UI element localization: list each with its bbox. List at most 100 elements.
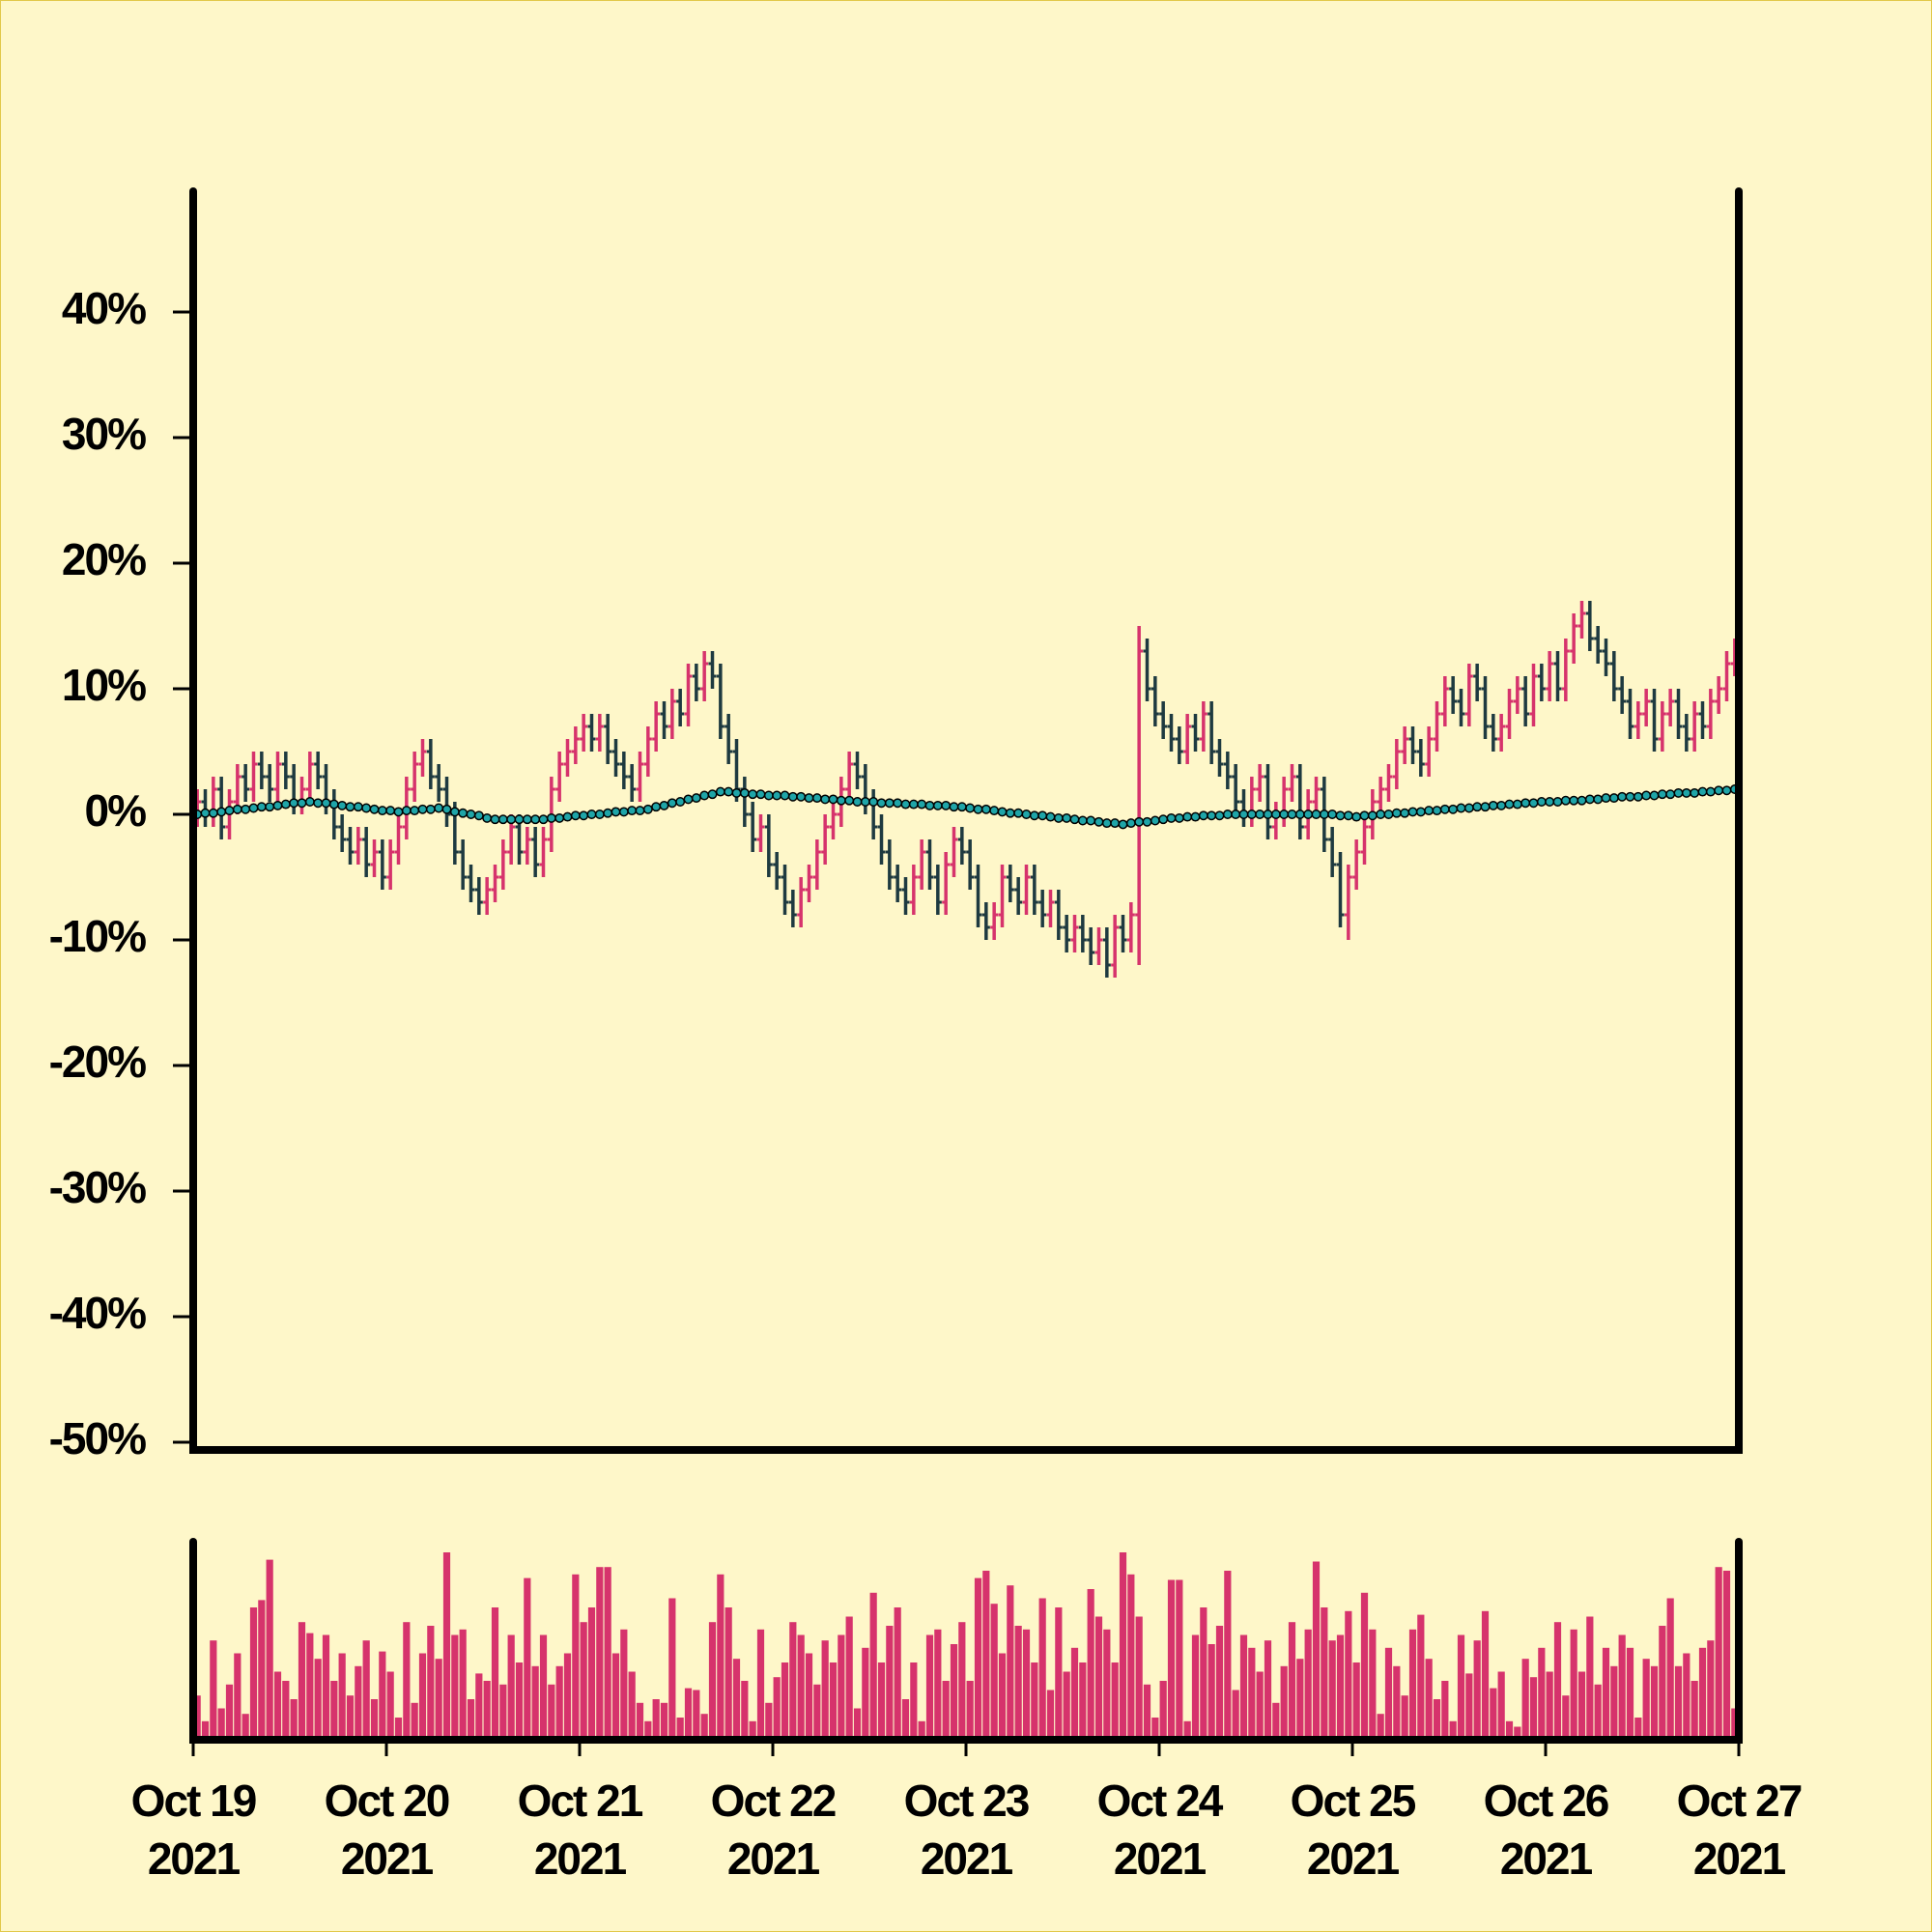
volume-bar: [1007, 1585, 1014, 1736]
moving-average-point: [917, 799, 927, 810]
volume-bar: [346, 1695, 355, 1736]
volume-bar: [693, 1690, 700, 1736]
moving-average-point: [1287, 810, 1297, 819]
volume-bar: [1296, 1659, 1304, 1736]
moving-average-point: [466, 810, 476, 819]
volume-bar: [1191, 1634, 1200, 1736]
volume-bar: [282, 1681, 290, 1736]
moving-average-point: [497, 814, 508, 825]
moving-average-point: [956, 802, 967, 812]
moving-average-point: [860, 797, 870, 807]
volume-bar: [1183, 1720, 1191, 1736]
moving-average-point: [1512, 799, 1522, 810]
volume-bar: [1384, 1647, 1393, 1736]
volume-bar: [1312, 1561, 1321, 1736]
y-tick-label: -10%: [49, 911, 146, 961]
moving-average-point: [635, 806, 645, 816]
volume-bar: [242, 1714, 249, 1736]
volume-bar: [435, 1659, 442, 1736]
moving-average-point: [1294, 810, 1305, 819]
volume-bar: [644, 1720, 652, 1736]
volume-bar: [1304, 1629, 1312, 1736]
volume-bar: [1232, 1690, 1239, 1736]
volume-bar: [379, 1651, 386, 1736]
volume-bar: [1626, 1647, 1634, 1736]
volume-bar: [258, 1600, 266, 1736]
volume-bar: [918, 1720, 925, 1736]
volume-bar: [1264, 1640, 1272, 1736]
volume-bar: [1570, 1629, 1577, 1736]
volume-bar: [330, 1681, 338, 1736]
volume-bar: [1224, 1571, 1232, 1736]
moving-average-point: [216, 807, 227, 817]
volume-bar: [990, 1604, 998, 1736]
volume-bar: [1577, 1671, 1586, 1736]
volume-bar: [1119, 1552, 1127, 1736]
x-tick-label: Oct 24: [1097, 1776, 1224, 1826]
moving-average-point: [594, 810, 605, 819]
moving-average-point: [924, 800, 935, 810]
volume-bar: [1425, 1659, 1433, 1736]
moving-average-point: [651, 802, 662, 812]
moving-average-point: [1448, 804, 1459, 814]
y-tick-label: 0%: [85, 785, 147, 836]
volume-bar: [1208, 1644, 1215, 1736]
moving-average-point: [345, 802, 355, 812]
moving-average-point: [1424, 806, 1435, 816]
volume-bar: [813, 1684, 821, 1736]
moving-average-point: [434, 803, 444, 813]
volume-bar: [1055, 1607, 1063, 1736]
volume-bar: [548, 1684, 555, 1736]
moving-average-point: [780, 790, 790, 801]
moving-average-point: [739, 787, 750, 798]
moving-average-point: [997, 807, 1008, 817]
moving-average-point: [1367, 810, 1378, 821]
moving-average-point: [989, 806, 1000, 816]
moving-average-point: [796, 791, 807, 802]
moving-average-point: [1463, 803, 1474, 813]
moving-average-point: [289, 798, 299, 809]
moving-average-point: [506, 814, 517, 825]
volume-bar: [1538, 1647, 1546, 1736]
volume-bar: [1070, 1647, 1079, 1736]
moving-average-point: [562, 811, 573, 822]
volume-bar: [998, 1653, 1007, 1736]
moving-average-point: [1101, 818, 1112, 829]
volume-bar: [1707, 1640, 1715, 1736]
volume-bar: [886, 1626, 894, 1736]
volume-bar: [1360, 1592, 1369, 1736]
moving-average-point: [1086, 815, 1096, 826]
moving-average-point: [1439, 804, 1450, 814]
volume-bar: [708, 1622, 717, 1736]
moving-average-point: [514, 814, 525, 825]
volume-bar: [901, 1699, 910, 1736]
volume-bar: [370, 1699, 379, 1736]
x-tick-label: Oct 27: [1677, 1776, 1802, 1826]
volume-bar: [756, 1629, 765, 1736]
moving-average-point: [667, 798, 677, 809]
volume-bar: [1094, 1616, 1103, 1736]
volume-bar: [894, 1607, 901, 1736]
moving-average-point: [1400, 808, 1410, 818]
volume-bar: [1369, 1629, 1377, 1736]
volume-bar: [925, 1634, 934, 1736]
moving-average-point: [1198, 810, 1208, 821]
moving-average-point: [1045, 811, 1056, 822]
volume-bar: [1659, 1626, 1666, 1736]
volume-bar: [355, 1665, 362, 1736]
volume-bar: [611, 1653, 620, 1736]
moving-average-point: [1681, 787, 1691, 798]
moving-average-point: [1029, 810, 1039, 821]
moving-average-point: [659, 800, 669, 810]
volume-bar: [580, 1622, 587, 1736]
moving-average-point: [724, 786, 734, 797]
volume-bar: [1417, 1614, 1425, 1736]
moving-average-point: [1569, 795, 1579, 806]
moving-average-point: [232, 804, 242, 814]
moving-average-point: [1238, 810, 1249, 819]
axes: -50% -40% -30% -20% -10% 0% 10% 20% 30% 40% Oct 19…: [49, 187, 1804, 1884]
moving-average-point: [1456, 803, 1466, 813]
moving-average-point: [707, 789, 718, 800]
volume-bar: [1336, 1634, 1345, 1736]
